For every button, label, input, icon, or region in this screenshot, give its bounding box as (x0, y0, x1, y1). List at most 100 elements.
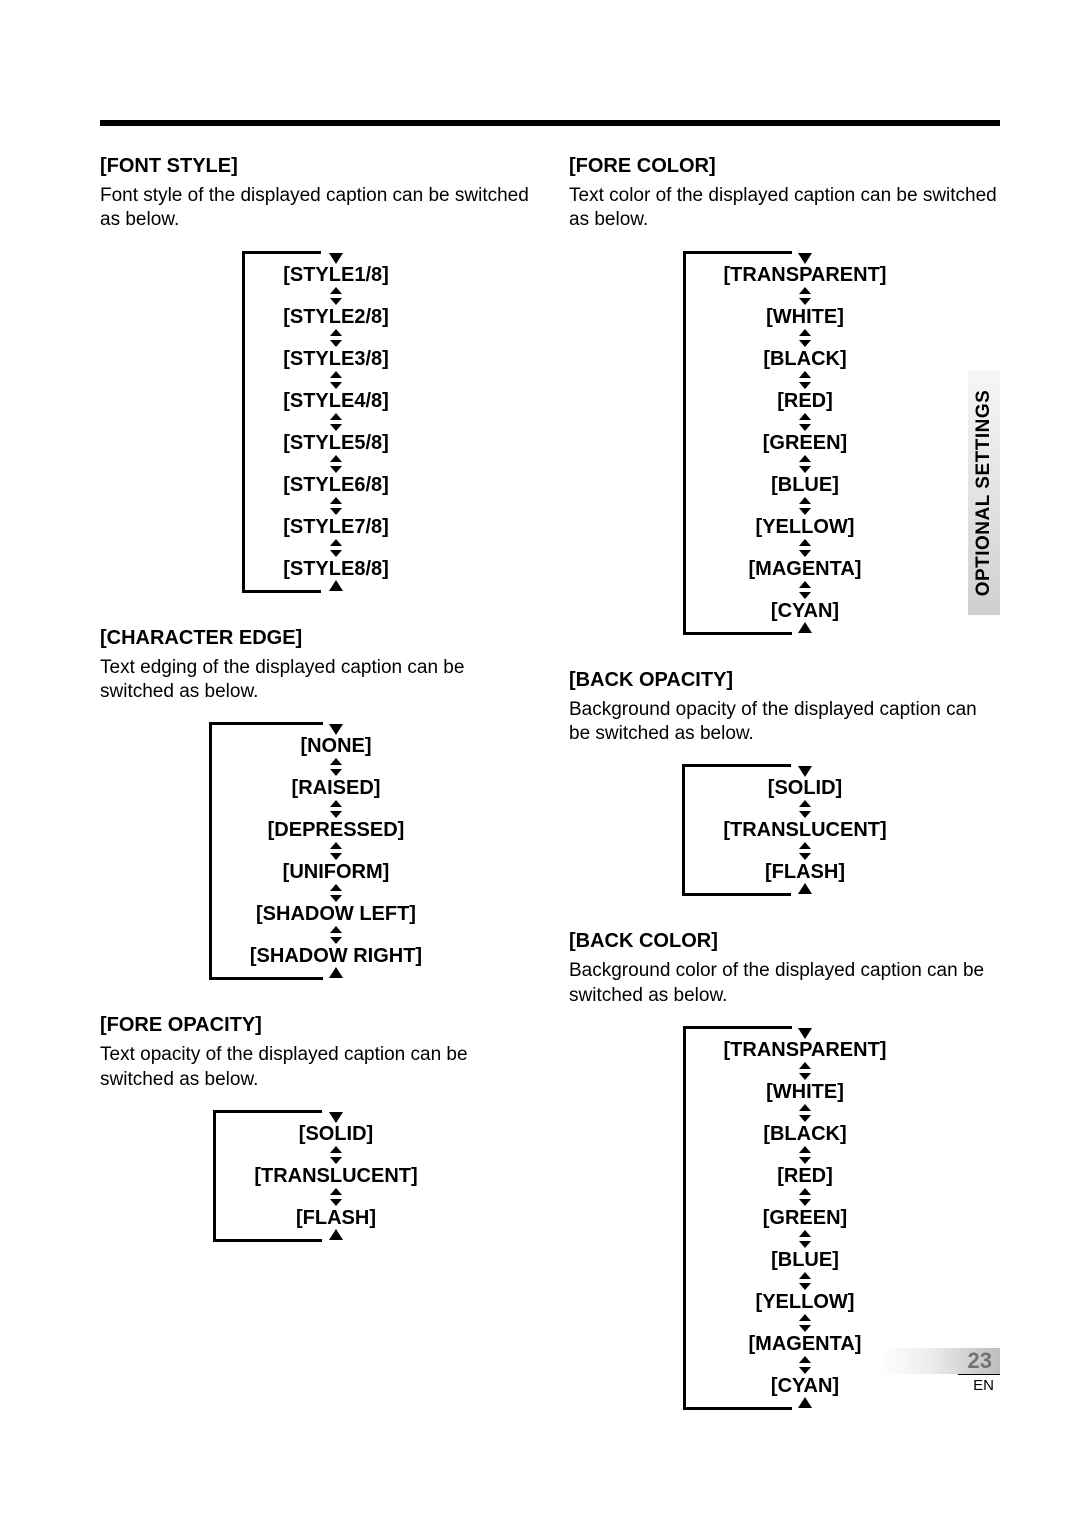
arrow-updown-icon (330, 539, 342, 557)
left-sec-2-option: [TRANSLUCENT] (254, 1164, 417, 1188)
right-sec-1-option: [SOLID] (723, 776, 886, 800)
right-sec-2-option: [YELLOW] (724, 1290, 887, 1314)
left-sec-0-option: [STYLE3/8] (283, 347, 389, 371)
left-sec-1-description: Text edging of the displayed caption can… (100, 656, 531, 705)
right-sec-2-option: [TRANSPARENT] (724, 1038, 887, 1062)
arrow-updown-icon (330, 287, 342, 305)
section-tab-label: OPTIONAL SETTINGS (973, 389, 995, 596)
arrow-updown-icon (799, 800, 811, 818)
right-sec-0-option: [RED] (724, 389, 887, 413)
left-sec-0-option: [STYLE2/8] (283, 305, 389, 329)
column-right: [FORE COLOR] Text color of the displayed … (569, 155, 1000, 1444)
right-sec-2-option: [BLUE] (724, 1248, 887, 1272)
arrow-updown-icon (330, 1188, 342, 1206)
right-sec-2-option: [CYAN] (724, 1374, 887, 1398)
arrow-updown-icon (330, 800, 342, 818)
arrow-updown-icon (799, 1356, 811, 1374)
arrow-updown-icon (799, 1272, 811, 1290)
right-sec-2-option: [WHITE] (724, 1080, 887, 1104)
page-number-background: 23 (880, 1348, 1000, 1374)
arrow-updown-icon (799, 329, 811, 347)
left-sec-0-option: [STYLE1/8] (283, 263, 389, 287)
arrow-updown-icon (799, 1188, 811, 1206)
right-sec-0-option: [BLUE] (724, 473, 887, 497)
right-sec-0-heading: [FORE COLOR] (569, 155, 1000, 178)
arrow-updown-icon (799, 1314, 811, 1332)
left-sec-1-option: [DEPRESSED] (250, 818, 422, 842)
arrow-up-icon (798, 883, 812, 896)
right-sec-1-option: [TRANSLUCENT] (723, 818, 886, 842)
right-sec-1-cycle: [SOLID] [TRANSLUCENT] [FLASH] (682, 764, 886, 896)
arrow-updown-icon (330, 413, 342, 431)
left-sec-0-option: [STYLE6/8] (283, 473, 389, 497)
right-sec-2-option: [BLACK] (724, 1122, 887, 1146)
arrow-updown-icon (330, 329, 342, 347)
content-columns: [FONT STYLE] Font style of the displayed … (100, 155, 1000, 1444)
left-sec-0-option: [STYLE8/8] (283, 557, 389, 581)
right-sec-0-cycle: [TRANSPARENT][WHITE][BLACK][RED][GREEN][… (683, 251, 887, 635)
left-sec-1-heading: [CHARACTER EDGE] (100, 627, 531, 650)
section-tab: OPTIONAL SETTINGS (968, 370, 1000, 615)
left-sec-1-option: [UNIFORM] (250, 860, 422, 884)
arrow-updown-icon (330, 497, 342, 515)
left-sec-1-option: [NONE] (250, 734, 422, 758)
right-sec-2-option: [RED] (724, 1164, 887, 1188)
right-sec-1-option: [FLASH] (723, 860, 886, 884)
right-sec-0-option: [CYAN] (724, 599, 887, 623)
right-sec-2-description: Background color of the displayed captio… (569, 959, 1000, 1008)
arrow-updown-icon (799, 539, 811, 557)
right-sec-2-heading: [BACK COLOR] (569, 930, 1000, 953)
left-sec-1-option: [SHADOW LEFT] (250, 902, 422, 926)
left-sec-1-option: [RAISED] (250, 776, 422, 800)
right-sec-0-option: [GREEN] (724, 431, 887, 455)
left-sec-1-cycle: [NONE] [RAISED] [DEPRESSED] [UNIFORM] [SHADO… (209, 722, 422, 980)
right-sec-2-option: [GREEN] (724, 1206, 887, 1230)
arrow-up-icon (329, 967, 343, 980)
column-left: [FONT STYLE] Font style of the displayed … (100, 155, 531, 1444)
page-number: 23 (968, 1348, 992, 1374)
page-language: EN (880, 1377, 1000, 1394)
right-sec-0-description: Text color of the displayed caption can … (569, 184, 1000, 233)
arrow-updown-icon (799, 842, 811, 860)
right-sec-0-option: [WHITE] (724, 305, 887, 329)
right-sec-1-heading: [BACK OPACITY] (569, 669, 1000, 692)
arrow-updown-icon (799, 287, 811, 305)
arrow-updown-icon (799, 1062, 811, 1080)
arrow-up-icon (329, 580, 343, 593)
arrow-up-icon (798, 622, 812, 635)
left-sec-0-option: [STYLE4/8] (283, 389, 389, 413)
page-header-rule (100, 120, 1000, 126)
left-sec-2-heading: [FORE OPACITY] (100, 1014, 531, 1037)
arrow-updown-icon (799, 413, 811, 431)
left-sec-1-option: [SHADOW RIGHT] (250, 944, 422, 968)
arrow-updown-icon (330, 926, 342, 944)
left-sec-2-description: Text opacity of the displayed caption ca… (100, 1043, 531, 1092)
arrow-updown-icon (330, 884, 342, 902)
arrow-updown-icon (799, 581, 811, 599)
arrow-up-icon (798, 1397, 812, 1410)
left-sec-0-cycle: [STYLE1/8] [STYLE2/8] [STYLE3/8] [STYLE4/8]… (242, 251, 389, 593)
right-sec-1-description: Background opacity of the displayed capt… (569, 698, 1000, 747)
arrow-updown-icon (799, 1146, 811, 1164)
right-sec-0-option: [MAGENTA] (724, 557, 887, 581)
left-sec-0-option: [STYLE5/8] (283, 431, 389, 455)
arrow-up-icon (329, 1229, 343, 1242)
page: [FONT STYLE] Font style of the displayed … (0, 0, 1080, 1444)
arrow-updown-icon (330, 455, 342, 473)
left-sec-2-option: [SOLID] (254, 1122, 417, 1146)
arrow-updown-icon (799, 1230, 811, 1248)
arrow-updown-icon (330, 371, 342, 389)
right-sec-2-option: [MAGENTA] (724, 1332, 887, 1356)
right-sec-2-cycle: [TRANSPARENT] [WHITE] [BLACK] [RED] [GREEN] [… (683, 1026, 887, 1410)
left-sec-0-option: [STYLE7/8] (283, 515, 389, 539)
left-sec-0-heading: [FONT STYLE] (100, 155, 531, 178)
arrow-updown-icon (330, 842, 342, 860)
left-sec-0-description: Font style of the displayed caption can … (100, 184, 531, 233)
arrow-updown-icon (799, 371, 811, 389)
right-sec-0-option: [TRANSPARENT] (724, 263, 887, 287)
arrow-updown-icon (330, 1146, 342, 1164)
arrow-updown-icon (330, 758, 342, 776)
right-sec-0-option: [YELLOW] (724, 515, 887, 539)
left-sec-2-option: [FLASH] (254, 1206, 417, 1230)
arrow-updown-icon (799, 1104, 811, 1122)
